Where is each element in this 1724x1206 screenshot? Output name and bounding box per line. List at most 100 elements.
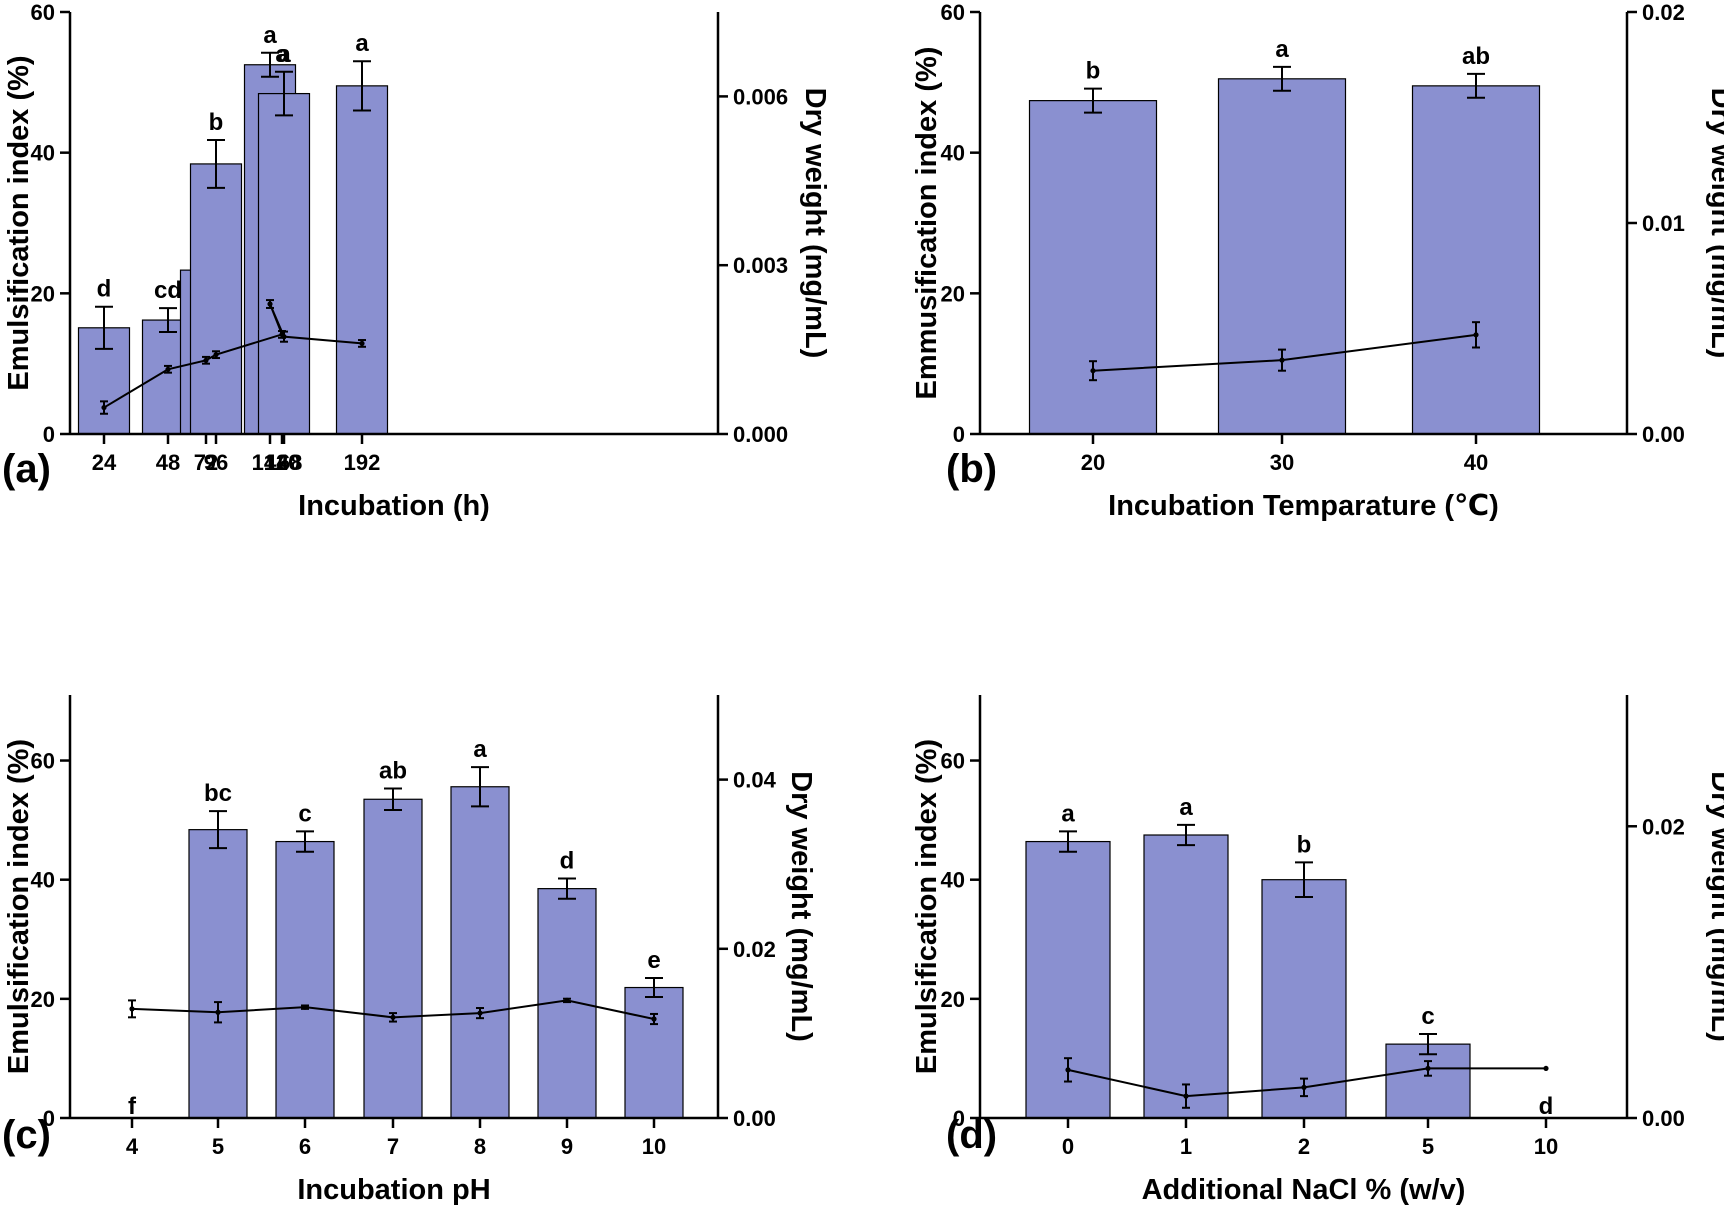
bar-error-5	[209, 810, 227, 850]
bar-10	[624, 986, 684, 1119]
bar-error-144	[261, 51, 279, 78]
y-tick-label: 0	[43, 422, 55, 447]
dry-weight-point-1	[1182, 1083, 1190, 1109]
significance-letter: c	[298, 800, 311, 827]
dry-weight-point-9	[563, 997, 571, 1004]
significance-letter: a	[277, 41, 291, 68]
bar-error-40	[1467, 72, 1485, 99]
significance-letter: a	[1275, 36, 1289, 63]
bar-error-1	[1177, 823, 1195, 847]
x-tick-label: 2	[1298, 1134, 1310, 1159]
panel-label: (d)	[946, 1113, 997, 1157]
significance-letter: a	[263, 22, 277, 49]
dry-weight-point-5	[214, 1001, 222, 1024]
x-tick-label: 48	[156, 450, 180, 475]
significance-letter: b	[209, 109, 224, 136]
y-tick-label: 40	[941, 141, 965, 166]
significance-letter: f	[128, 1093, 137, 1120]
x-tick-label: 144	[252, 450, 289, 475]
bar-8	[450, 786, 510, 1119]
dry-weight-point-8	[476, 1007, 484, 1020]
significance-letter: ab	[1462, 43, 1490, 70]
dry-weight-point-10	[650, 1012, 658, 1026]
dry-weight-point-20	[1089, 360, 1097, 382]
y-axis-title: Emmusification index (%)	[911, 47, 943, 400]
significance-letter: cd	[154, 277, 182, 304]
y-tick-label: 60	[31, 749, 55, 774]
bar-5	[188, 829, 248, 1119]
y-axis-title: Emulsification index (%)	[3, 55, 35, 390]
x-tick-label: 7	[387, 1134, 399, 1159]
x-tick-label: 1	[1180, 1134, 1192, 1159]
bar-error-8	[471, 766, 489, 808]
bar-error-0	[1059, 830, 1077, 853]
y-tick-label: 0	[43, 1106, 55, 1131]
bar-7	[363, 798, 423, 1119]
y-tick-label: 60	[941, 749, 965, 774]
x-tick-label: 6	[299, 1134, 311, 1159]
y-tick-label: 40	[941, 868, 965, 893]
x-tick-label: 168	[266, 450, 303, 475]
x-tick-label: 9	[561, 1134, 573, 1159]
bar-error-9	[558, 877, 576, 900]
x-tick-label: 5	[212, 1134, 224, 1159]
significance-letter: e	[647, 947, 660, 974]
dry-weight-point-0	[1064, 1057, 1072, 1083]
bar-error-192	[353, 60, 371, 112]
panel-2: b a ab 0 20 40 60 0.00 0.01 0.02 20 30 40 Incubation …	[911, 0, 1724, 522]
y2-tick-label: 0.01	[1642, 211, 1685, 236]
y-tick-label: 60	[31, 0, 55, 25]
bar-96	[189, 163, 243, 435]
y2-axis-title: Dry weight (mg/mL)	[785, 771, 817, 1042]
bar-6	[275, 840, 335, 1119]
y-tick-label: 20	[31, 281, 55, 306]
y-tick-label: 40	[31, 141, 55, 166]
dry-weight-point-144	[266, 299, 274, 309]
y2-tick-label: 0.00	[1642, 1106, 1685, 1131]
significance-letter: a	[1179, 794, 1193, 821]
panel-1: dcdcbaaaa02040600.0000.0030.006244872961…	[2, 0, 831, 522]
significance-letter: a	[355, 30, 369, 57]
y-tick-label: 20	[31, 987, 55, 1012]
y-axis-title: Emulsification index (%)	[3, 739, 35, 1074]
dry-weight-point-2	[1300, 1077, 1308, 1098]
significance-letter: bc	[204, 780, 232, 807]
y-axis-title: Emulsification index (%)	[911, 739, 943, 1074]
dry-weight-point-48	[164, 364, 172, 374]
dry-weight-point-7	[389, 1012, 397, 1023]
dry-weight-point-168	[280, 330, 288, 343]
bar-error-7	[384, 787, 402, 811]
y2-tick-label: 0.02	[733, 937, 776, 962]
dry-weight-point-30	[1278, 348, 1286, 372]
panel-4: a a b c d 0 20 40 60 0.00 0.02 0 1 2 5 10 Additional NaC…	[911, 695, 1724, 1206]
significance-letter: b	[1086, 58, 1101, 85]
bar-192	[335, 85, 389, 435]
y2-axis-title: Dry weight (mg/mL)	[1705, 88, 1724, 359]
bar-error-30	[1273, 65, 1291, 92]
significance-letter: d	[560, 847, 575, 874]
x-axis-title: Incubation pH	[297, 1174, 490, 1206]
panel-label: (b)	[946, 447, 997, 491]
y2-tick-label: 0.003	[733, 253, 788, 278]
y2-tick-label: 0.00	[1642, 422, 1685, 447]
dry-weight-point-10	[1543, 1065, 1549, 1072]
y-tick-label: 0	[953, 1106, 965, 1131]
x-tick-label: 4	[126, 1134, 139, 1159]
bar-error-5	[1419, 1032, 1437, 1056]
bar-30	[1217, 78, 1347, 435]
bar-error-6	[296, 830, 314, 853]
significance-letter: ab	[379, 758, 407, 785]
significance-letter: d	[1539, 1093, 1554, 1120]
significance-letter: c	[1421, 1003, 1434, 1030]
bar-error-48	[159, 307, 177, 334]
y2-tick-label: 0.02	[1642, 0, 1685, 25]
y2-tick-label: 0.00	[733, 1106, 776, 1131]
y-tick-label: 20	[941, 281, 965, 306]
panel-label: (c)	[2, 1113, 51, 1157]
bar-5	[1385, 1043, 1471, 1119]
x-tick-label: 5	[1422, 1134, 1434, 1159]
dry-weight-point-24	[100, 400, 108, 415]
bar-error-10	[645, 976, 663, 999]
dry-weight-point-4	[128, 999, 136, 1019]
